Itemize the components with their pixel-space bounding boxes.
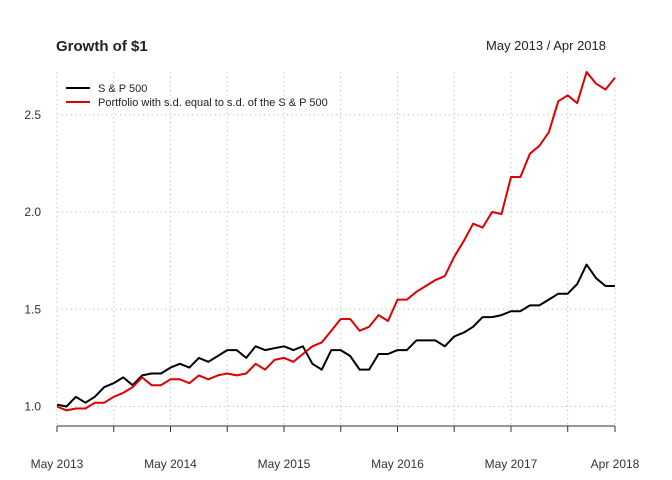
x-tick-label: May 2015 bbox=[258, 457, 311, 471]
y-tick-label: 2.5 bbox=[24, 108, 41, 122]
legend: S & P 500 Portfolio with s.d. equal to s.… bbox=[66, 83, 328, 109]
series-line-1 bbox=[56, 263, 615, 408]
x-tick-label: May 2016 bbox=[371, 457, 424, 471]
series-line-2 bbox=[56, 71, 616, 412]
legend-label: S & P 500 bbox=[98, 83, 147, 95]
y-axis: 1.0 1.5 2.0 2.5 bbox=[24, 108, 41, 414]
y-tick-label: 2.0 bbox=[24, 205, 41, 219]
x-tick-label: May 2013 bbox=[31, 457, 84, 471]
legend-label: Portfolio with s.d. equal to s.d. of the… bbox=[98, 97, 328, 109]
x-tick-label: May 2017 bbox=[485, 457, 538, 471]
y-tick-label: 1.0 bbox=[24, 400, 41, 414]
y-tick-label: 1.5 bbox=[24, 302, 41, 316]
chart-title: Growth of $1 bbox=[56, 38, 148, 55]
chart-date-range: May 2013 / Apr 2018 bbox=[486, 38, 606, 53]
x-axis: May 2013 May 2014 May 2015 May 2016 May 2017… bbox=[31, 425, 640, 471]
series-lines bbox=[56, 71, 616, 412]
x-tick-label: Apr 2018 bbox=[591, 457, 640, 471]
x-tick-label: May 2014 bbox=[144, 457, 197, 471]
